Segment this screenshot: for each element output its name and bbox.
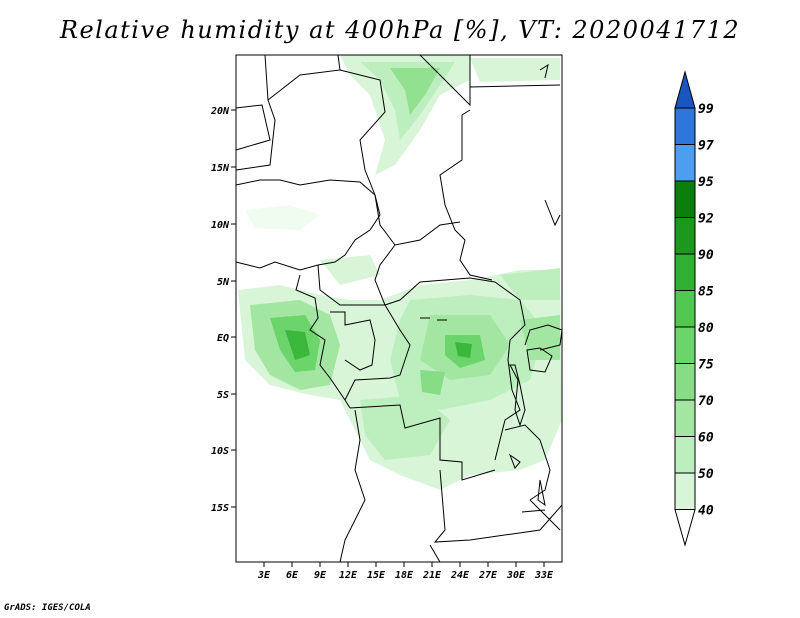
colorbar-label-85: 85 [698,285,714,300]
colorbar-seg-50-60 [674,436,696,474]
lat-label-5n: 5N [217,277,230,288]
colorbar-label-92: 92 [698,212,714,227]
lon-label-12e: 12E [339,570,358,581]
colorbar-top-arrow [674,70,696,109]
lon-label-18e: 18E [395,570,414,581]
colorbar-seg-92-95 [674,180,696,218]
lakes [420,317,553,507]
lon-label-15e: 15E [367,570,386,581]
lat-label-10s: 10S [211,446,229,457]
lon-label-30e: 30E [506,570,526,581]
colorbar-label-99: 99 [698,102,714,117]
colorbar-label-70: 70 [698,394,714,409]
colorbar-seg-97-99 [674,107,696,145]
colorbar-label-60: 60 [698,431,714,446]
colorbar-bottom-arrow [674,509,696,547]
colorbar-label-97: 97 [698,139,714,154]
colorbar-seg-75-80 [674,326,696,364]
latitude-axis: 20N 15N 10N 5N EQ 5S 10S 15S [210,106,236,514]
colorbar-seg-40-50 [674,472,696,510]
colorbar-label-75: 75 [698,358,714,373]
map-frame [235,54,563,563]
humidity-field [238,55,562,490]
country-borders [235,54,563,563]
map-title: Relative humidity at 400hPa [%], VT: 202… [59,16,741,44]
lat-label-20n: 20N [210,106,230,117]
lat-label-5s: 5S [217,390,229,401]
colorbar: 99 97 95 92 90 85 80 75 70 60 50 40 [674,70,714,547]
lat-label-eq: EQ [217,333,229,344]
grads-credit: GrADS: IGES/COLA [4,603,91,613]
colorbar-label-95: 95 [698,175,714,190]
lon-label-21e: 21E [422,570,442,581]
lon-label-9e: 9E [314,570,327,581]
colorbar-label-40: 40 [698,504,714,519]
colorbar-seg-95-97 [674,144,696,182]
colorbar-seg-60-70 [674,399,696,437]
colorbar-label-50: 50 [698,467,714,482]
colorbar-label-80: 80 [698,321,714,336]
colorbar-seg-70-75 [674,363,696,401]
lon-label-27e: 27E [478,570,498,581]
lon-label-3e: 3E [257,570,271,581]
lat-label-10n: 10N [211,220,230,231]
colorbar-label-90: 90 [698,248,714,263]
lon-label-33e: 33E [534,570,554,581]
colorbar-seg-90-92 [674,217,696,255]
lat-label-15n: 15N [211,163,230,174]
lon-label-24e: 24E [450,570,470,581]
longitude-axis: 3E 6E 9E 12E 15E 18E 21E 24E 27E 30E 33E [257,562,554,581]
lon-label-6e: 6E [286,570,299,581]
colorbar-seg-80-85 [674,290,696,328]
colorbar-seg-85-90 [674,253,696,291]
lat-label-15s: 15S [211,503,229,514]
